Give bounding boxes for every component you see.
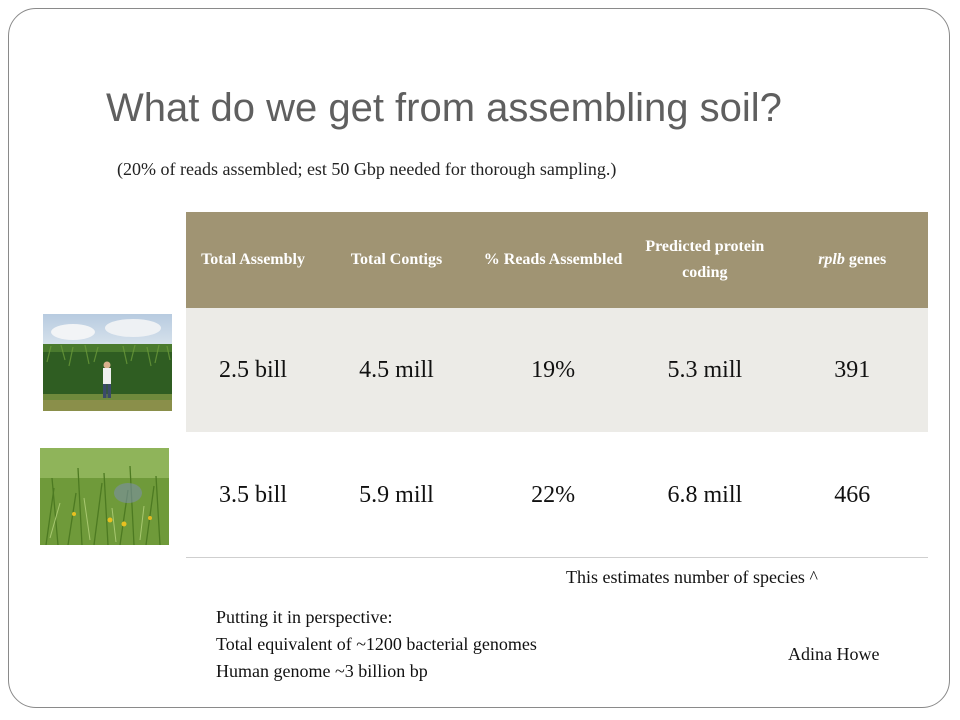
table-header-row: Total Assembly Total Contigs % Reads Ass… bbox=[186, 212, 928, 308]
header-predicted-protein: Predicted protein coding bbox=[633, 212, 777, 308]
prairie-photo bbox=[40, 448, 169, 545]
assembly-results-table: Total Assembly Total Contigs % Reads Ass… bbox=[186, 212, 928, 558]
table-row: 2.5 bill 4.5 mill 19% 5.3 mill 391 bbox=[186, 308, 928, 433]
author-credit: Adina Howe bbox=[788, 644, 880, 664]
header-rplb-suffix: genes bbox=[844, 251, 887, 268]
table-row: 3.5 bill 5.9 mill 22% 6.8 mill 466 bbox=[186, 432, 928, 558]
perspective-block: Putting it in perspective: Total equival… bbox=[216, 604, 537, 685]
perspective-line-bacterial: Total equivalent of ~1200 bacterial geno… bbox=[216, 634, 537, 654]
cell-predicted-protein: 6.8 mill bbox=[633, 432, 777, 558]
cell-reads-assembled: 19% bbox=[472, 308, 634, 433]
species-estimate-note: This estimates number of species ^ bbox=[566, 567, 818, 587]
header-reads-assembled: % Reads Assembled bbox=[472, 212, 634, 308]
cell-total-contigs: 5.9 mill bbox=[320, 432, 473, 558]
slide-title: What do we get from assembling soil? bbox=[106, 86, 782, 130]
cell-total-assembly: 2.5 bill bbox=[186, 308, 321, 433]
cell-total-assembly: 3.5 bill bbox=[186, 432, 321, 558]
cell-rplb-genes: 391 bbox=[776, 308, 928, 433]
slide-frame bbox=[8, 8, 950, 708]
slide-subtitle: (20% of reads assembled; est 50 Gbp need… bbox=[117, 159, 617, 179]
header-rplb-genes: rplb genes bbox=[776, 212, 928, 308]
header-rplb-name: rplb bbox=[818, 251, 845, 268]
header-total-assembly: Total Assembly bbox=[186, 212, 321, 308]
perspective-line-human: Human genome ~3 billion bp bbox=[216, 661, 428, 681]
cell-reads-assembled: 22% bbox=[472, 432, 634, 558]
header-total-contigs: Total Contigs bbox=[320, 212, 473, 308]
cell-rplb-genes: 466 bbox=[776, 432, 928, 558]
cell-total-contigs: 4.5 mill bbox=[320, 308, 473, 433]
cell-predicted-protein: 5.3 mill bbox=[633, 308, 777, 433]
corn-field-photo bbox=[43, 314, 172, 411]
perspective-heading: Putting it in perspective: bbox=[216, 607, 393, 627]
